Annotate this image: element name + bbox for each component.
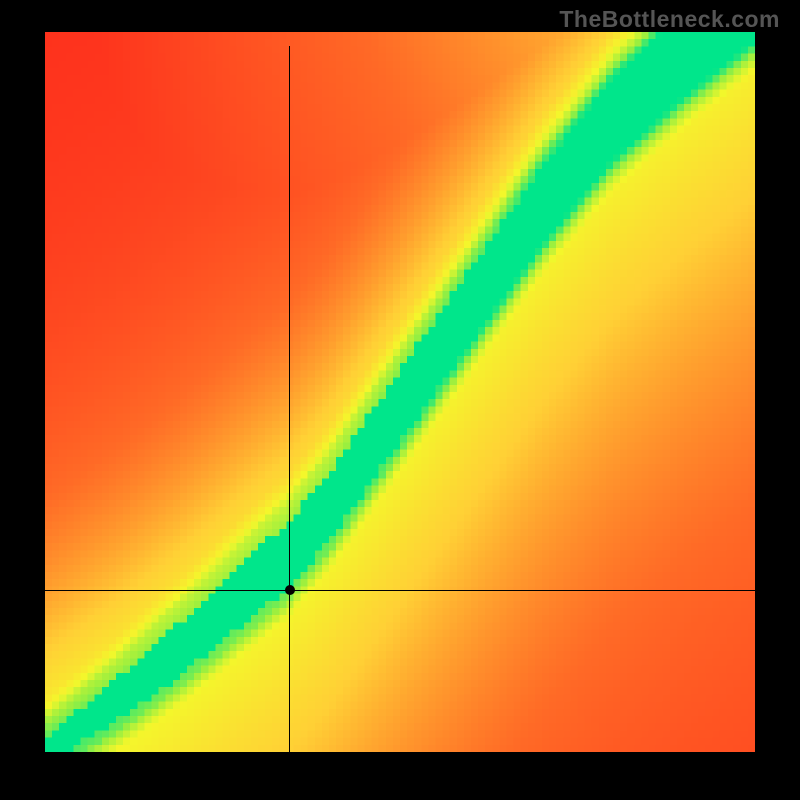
crosshair-marker-dot — [285, 585, 295, 595]
root-container: TheBottleneck.com — [0, 0, 800, 800]
watermark-text: TheBottleneck.com — [559, 6, 780, 33]
crosshair-horizontal — [45, 590, 755, 591]
crosshair-vertical — [289, 46, 290, 752]
bottleneck-heatmap — [45, 32, 755, 752]
